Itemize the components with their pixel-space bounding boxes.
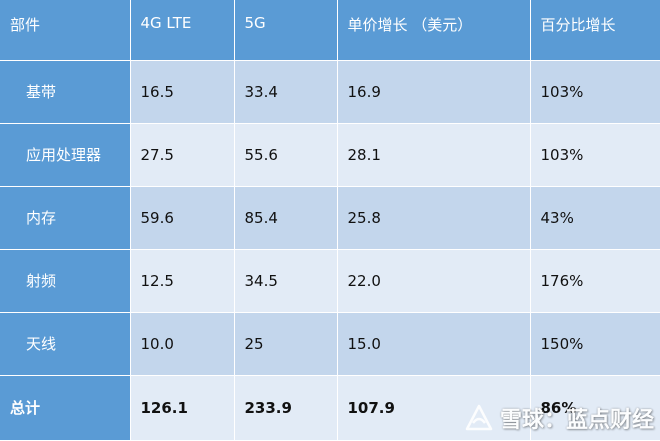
header-unit-price-increase: 单价增长 （美元） — [337, 0, 530, 60]
row-label: 内存 — [0, 186, 130, 249]
cell-increase: 28.1 — [337, 123, 530, 186]
cell-percent: 176% — [530, 249, 660, 312]
cell-increase: 22.0 — [337, 249, 530, 312]
row-label: 应用处理器 — [0, 123, 130, 186]
cell-percent: 103% — [530, 123, 660, 186]
header-percent-increase: 百分比增长 — [530, 0, 660, 60]
total-increase: 107.9 — [337, 375, 530, 440]
total-label: 总计 — [0, 375, 130, 440]
row-label: 天线 — [0, 312, 130, 375]
cell-4g-lte: 27.5 — [130, 123, 234, 186]
table-row: 应用处理器 27.5 55.6 28.1 103% — [0, 123, 660, 186]
cell-4g-lte: 12.5 — [130, 249, 234, 312]
cell-5g: 25 — [234, 312, 337, 375]
cell-4g-lte: 10.0 — [130, 312, 234, 375]
cell-increase: 25.8 — [337, 186, 530, 249]
cell-5g: 33.4 — [234, 60, 337, 123]
cell-percent: 150% — [530, 312, 660, 375]
cell-percent: 43% — [530, 186, 660, 249]
cell-increase: 15.0 — [337, 312, 530, 375]
cell-5g: 34.5 — [234, 249, 337, 312]
table-row: 内存 59.6 85.4 25.8 43% — [0, 186, 660, 249]
table-header-row: 部件 4G LTE 5G 单价增长 （美元） 百分比增长 — [0, 0, 660, 60]
table-row: 射频 12.5 34.5 22.0 176% — [0, 249, 660, 312]
total-4g-lte: 126.1 — [130, 375, 234, 440]
cell-percent: 103% — [530, 60, 660, 123]
total-5g: 233.9 — [234, 375, 337, 440]
table-row: 基带 16.5 33.4 16.9 103% — [0, 60, 660, 123]
cell-5g: 55.6 — [234, 123, 337, 186]
total-percent: 86% — [530, 375, 660, 440]
table-row: 天线 10.0 25 15.0 150% — [0, 312, 660, 375]
total-row: 总计 126.1 233.9 107.9 86% — [0, 375, 660, 440]
cell-increase: 16.9 — [337, 60, 530, 123]
header-4g-lte: 4G LTE — [130, 0, 234, 60]
header-component: 部件 — [0, 0, 130, 60]
header-5g: 5G — [234, 0, 337, 60]
cell-4g-lte: 16.5 — [130, 60, 234, 123]
cell-5g: 85.4 — [234, 186, 337, 249]
row-label: 射频 — [0, 249, 130, 312]
row-label: 基带 — [0, 60, 130, 123]
cell-4g-lte: 59.6 — [130, 186, 234, 249]
